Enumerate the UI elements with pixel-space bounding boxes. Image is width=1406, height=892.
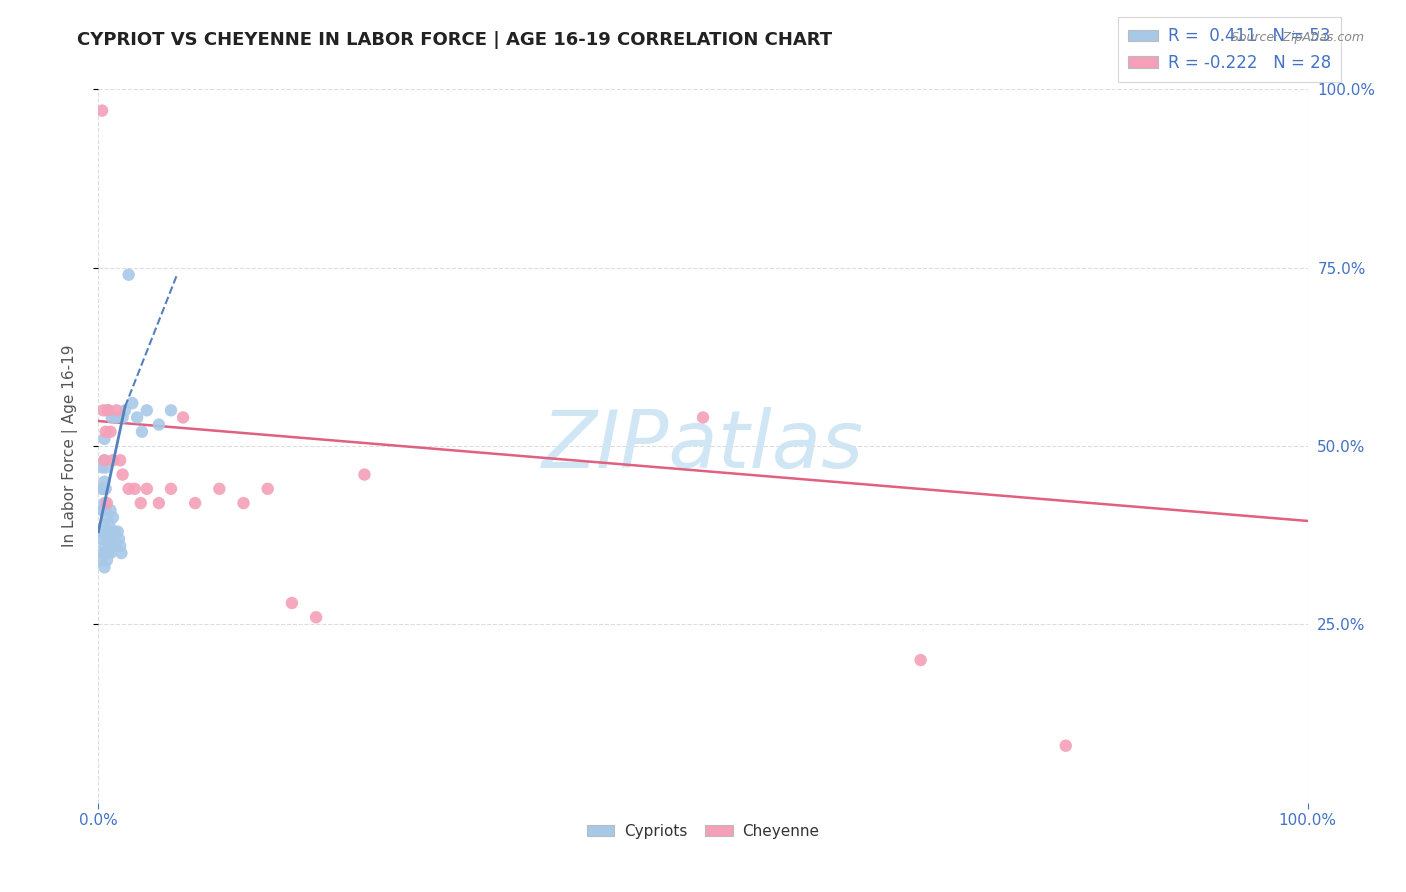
Point — [93, 475, 115, 489]
Point — [111, 410, 134, 425]
Point — [104, 539, 127, 553]
Point — [256, 482, 278, 496]
Point — [94, 460, 117, 475]
Point — [98, 517, 121, 532]
Point — [101, 510, 124, 524]
Point — [105, 410, 128, 425]
Point — [101, 453, 124, 467]
Point — [105, 403, 128, 417]
Point — [232, 496, 254, 510]
Point — [135, 403, 157, 417]
Point — [121, 396, 143, 410]
Point — [98, 539, 121, 553]
Point — [1054, 739, 1077, 753]
Text: CYPRIOT VS CHEYENNE IN LABOR FORCE | AGE 16-19 CORRELATION CHART: CYPRIOT VS CHEYENNE IN LABOR FORCE | AGE… — [77, 31, 832, 49]
Point — [118, 482, 141, 496]
Text: ZIPatlas: ZIPatlas — [541, 407, 865, 485]
Point — [94, 503, 117, 517]
Point — [91, 503, 114, 517]
Point — [107, 524, 129, 539]
Point — [124, 482, 146, 496]
Point — [100, 524, 122, 539]
Point — [100, 546, 122, 560]
Point — [90, 553, 112, 567]
Point — [108, 539, 131, 553]
Point — [93, 496, 115, 510]
Point — [108, 532, 131, 546]
Point — [127, 410, 149, 425]
Point — [101, 532, 124, 546]
Point — [91, 403, 114, 417]
Point — [93, 453, 115, 467]
Point — [111, 467, 134, 482]
Point — [91, 503, 114, 517]
Point — [110, 546, 132, 560]
Point — [100, 503, 122, 517]
Point — [94, 482, 117, 496]
Point — [160, 482, 183, 496]
Point — [103, 524, 125, 539]
Point — [93, 539, 115, 553]
Text: Source: ZipAtlas.com: Source: ZipAtlas.com — [1230, 31, 1364, 45]
Point — [135, 482, 157, 496]
Point — [208, 482, 231, 496]
Point — [129, 496, 152, 510]
Point — [100, 425, 122, 439]
Point — [91, 460, 114, 475]
Point — [91, 546, 114, 560]
Point — [91, 524, 114, 539]
Point — [94, 425, 117, 439]
Point — [94, 546, 117, 560]
Point — [93, 453, 115, 467]
Legend: Cypriots, Cheyenne: Cypriots, Cheyenne — [581, 818, 825, 845]
Point — [96, 532, 118, 546]
Point — [91, 532, 114, 546]
Point — [172, 410, 194, 425]
Point — [97, 403, 120, 417]
Point — [96, 496, 118, 510]
Point — [97, 546, 120, 560]
Y-axis label: In Labor Force | Age 16-19: In Labor Force | Age 16-19 — [62, 344, 77, 548]
Point — [184, 496, 207, 510]
Point — [692, 410, 714, 425]
Point — [91, 103, 114, 118]
Point — [148, 496, 170, 510]
Point — [91, 482, 114, 496]
Point — [96, 553, 118, 567]
Point — [305, 610, 328, 624]
Point — [353, 467, 375, 482]
Point — [910, 653, 932, 667]
Point — [90, 524, 112, 539]
Point — [148, 417, 170, 432]
Point — [97, 403, 120, 417]
Point — [160, 403, 183, 417]
Point — [94, 524, 117, 539]
Point — [100, 410, 122, 425]
Point — [118, 268, 141, 282]
Point — [93, 517, 115, 532]
Point — [91, 482, 114, 496]
Point — [96, 510, 118, 524]
Point — [97, 524, 120, 539]
Point — [114, 403, 136, 417]
Point — [100, 539, 122, 553]
Point — [131, 425, 153, 439]
Point — [108, 453, 131, 467]
Point — [93, 432, 115, 446]
Point — [93, 560, 115, 574]
Point — [281, 596, 304, 610]
